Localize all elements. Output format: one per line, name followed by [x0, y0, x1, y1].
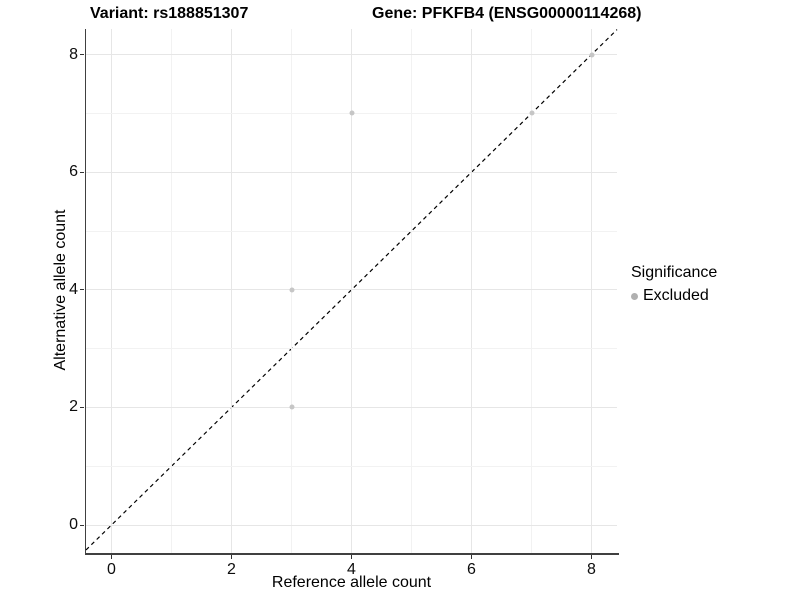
major-gridline-x [471, 29, 472, 553]
x-tick-label: 8 [587, 561, 596, 578]
x-tick-label: 4 [347, 561, 356, 578]
plot-panel: 0 2 4 6 8 0 2 4 6 8 [69, 29, 619, 578]
major-gridline-y [86, 54, 617, 56]
x-tick-label: 0 [107, 561, 116, 578]
data-point [529, 110, 534, 116]
major-gridline-x [351, 29, 352, 553]
y-axis-line [84, 29, 86, 555]
y-axis-title: Alternative allele count [52, 209, 69, 371]
x-tick-mark [591, 555, 592, 559]
x-tick-label: 2 [227, 561, 236, 578]
gene-title: Gene: PFKFB4 (ENSG00000114268) [372, 5, 642, 22]
legend-title: Significance [631, 264, 718, 281]
minor-gridline-x [531, 29, 532, 553]
major-gridline-y [86, 171, 617, 173]
y-tick-label: 2 [69, 398, 78, 416]
data-point [289, 404, 294, 410]
major-gridline-x [111, 29, 112, 553]
y-tick-mark [79, 289, 84, 291]
major-gridline-y [86, 289, 617, 291]
x-tick-label: 6 [467, 561, 476, 578]
x-axis-title: Reference allele count [271, 574, 432, 591]
y-tick-label: 8 [69, 45, 78, 63]
excluded-point-icon [631, 292, 638, 300]
legend-item-excluded: Excluded [631, 287, 717, 305]
x-tick-mark [111, 555, 112, 559]
data-point [349, 110, 354, 116]
data-point [289, 287, 294, 293]
x-tick-mark [231, 555, 232, 559]
minor-gridline-y [86, 465, 617, 467]
minor-gridline-x [411, 29, 412, 553]
y-tick-label: 0 [69, 516, 78, 533]
y-tick-mark [79, 524, 84, 526]
major-gridline-y [86, 524, 617, 526]
minor-gridline-x [171, 29, 172, 553]
x-tick-mark [351, 555, 352, 559]
y-tick-mark [79, 406, 84, 408]
legend: Significance Excluded [631, 264, 717, 305]
variant-title: Variant: rs188851307 [90, 5, 249, 22]
major-gridline-y [86, 406, 617, 408]
y-tick-mark [79, 171, 84, 173]
y-tick-mark [79, 54, 84, 56]
x-axis-line [84, 553, 619, 555]
y-tick-label: 4 [69, 280, 78, 298]
major-gridline-x [231, 29, 232, 553]
y-tick-label: 6 [69, 163, 78, 181]
major-gridline-x [591, 29, 592, 553]
data-point [589, 52, 594, 58]
minor-gridline-y [86, 348, 617, 350]
minor-gridline-y [86, 230, 617, 232]
x-tick-mark [471, 555, 472, 559]
legend-item-label: Excluded [643, 287, 709, 304]
